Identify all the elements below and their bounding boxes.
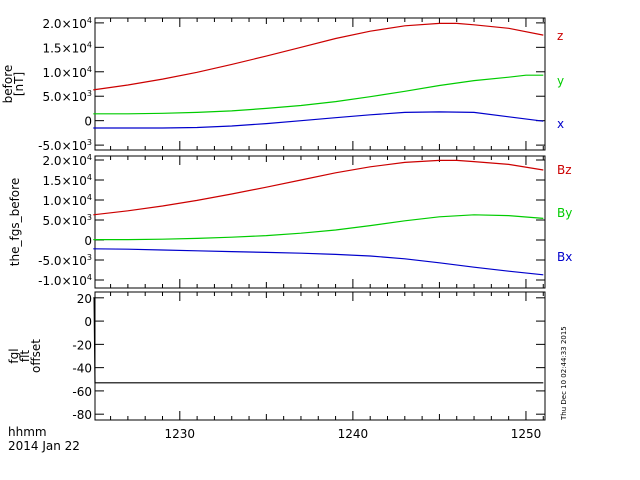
y-tick-label: -40 <box>72 362 92 376</box>
y-tick-label: 1.0×104 <box>42 65 92 80</box>
y-tick-label: 0 <box>84 234 92 248</box>
timestamp-label: Thu Dec 10 02:44:33 2015 <box>560 326 568 421</box>
series-line-Bz <box>93 159 544 216</box>
panel-fgs-before: 2.0×104 1.5×104 1.0×104 5.0×103 0 -5.0×103 -1.… <box>8 153 572 289</box>
y-axis-label: offset <box>29 339 43 373</box>
y-axis-label: flt <box>18 350 32 363</box>
y-tick-label: 0 <box>84 315 92 329</box>
y-axis-label: before <box>1 65 15 104</box>
series-line-y <box>93 74 544 115</box>
y-tick-label: -20 <box>72 338 92 352</box>
y-tick-label: 1.0×104 <box>42 193 92 208</box>
y-tick-label: -60 <box>72 385 92 399</box>
time-axis-label: hhmm <box>8 425 47 439</box>
x-tick-label: 1240 <box>338 427 369 441</box>
series-label-y: y <box>557 74 564 88</box>
y-tick-label: -5.0×103 <box>38 138 92 153</box>
series-line-offset <box>93 297 544 384</box>
y-tick-label: 1.5×104 <box>42 40 92 55</box>
y-tick-label: 5.0×103 <box>42 213 92 228</box>
y-axis-label: [nT] <box>12 72 26 96</box>
y-axis-label: fgl <box>7 348 21 363</box>
panel-frame <box>94 291 546 421</box>
y-tick-label: 5.0×103 <box>42 89 92 104</box>
y-tick-label: 20 <box>77 292 92 306</box>
x-tick-label: 1230 <box>165 427 196 441</box>
y-tick-label: 1.5×104 <box>42 173 92 188</box>
series-label-Bx: Bx <box>557 250 572 264</box>
y-tick-label: 0 <box>84 115 92 129</box>
series-line-By <box>93 214 544 241</box>
date-label: 2014 Jan 22 <box>8 439 80 453</box>
panel-frame <box>94 17 546 151</box>
series-line-z <box>93 22 544 91</box>
y-tick-label: 2.0×104 <box>42 153 92 168</box>
x-tick-label: 1250 <box>511 427 542 441</box>
series-label-By: By <box>557 206 572 220</box>
series-label-Bz: Bz <box>557 163 572 177</box>
series-line-x <box>93 111 544 129</box>
series-label-z: z <box>557 29 563 43</box>
x-axis-labels: 1230 1240 1250 <box>165 427 542 441</box>
y-tick-label: -80 <box>72 408 92 422</box>
panel-frame <box>94 155 546 289</box>
series-label-x: x <box>557 117 564 131</box>
y-axis-label: the_fgs_before <box>8 178 22 266</box>
y-tick-label: -1.0×104 <box>38 273 92 288</box>
series-line-Bx <box>93 248 544 276</box>
panel-before-nt: 2.0×104 1.5×104 1.0×104 5.0×103 0 -5.0×103 z y x… <box>1 16 564 153</box>
y-tick-label: -5.0×103 <box>38 253 92 268</box>
y-tick-label: 2.0×104 <box>42 16 92 31</box>
